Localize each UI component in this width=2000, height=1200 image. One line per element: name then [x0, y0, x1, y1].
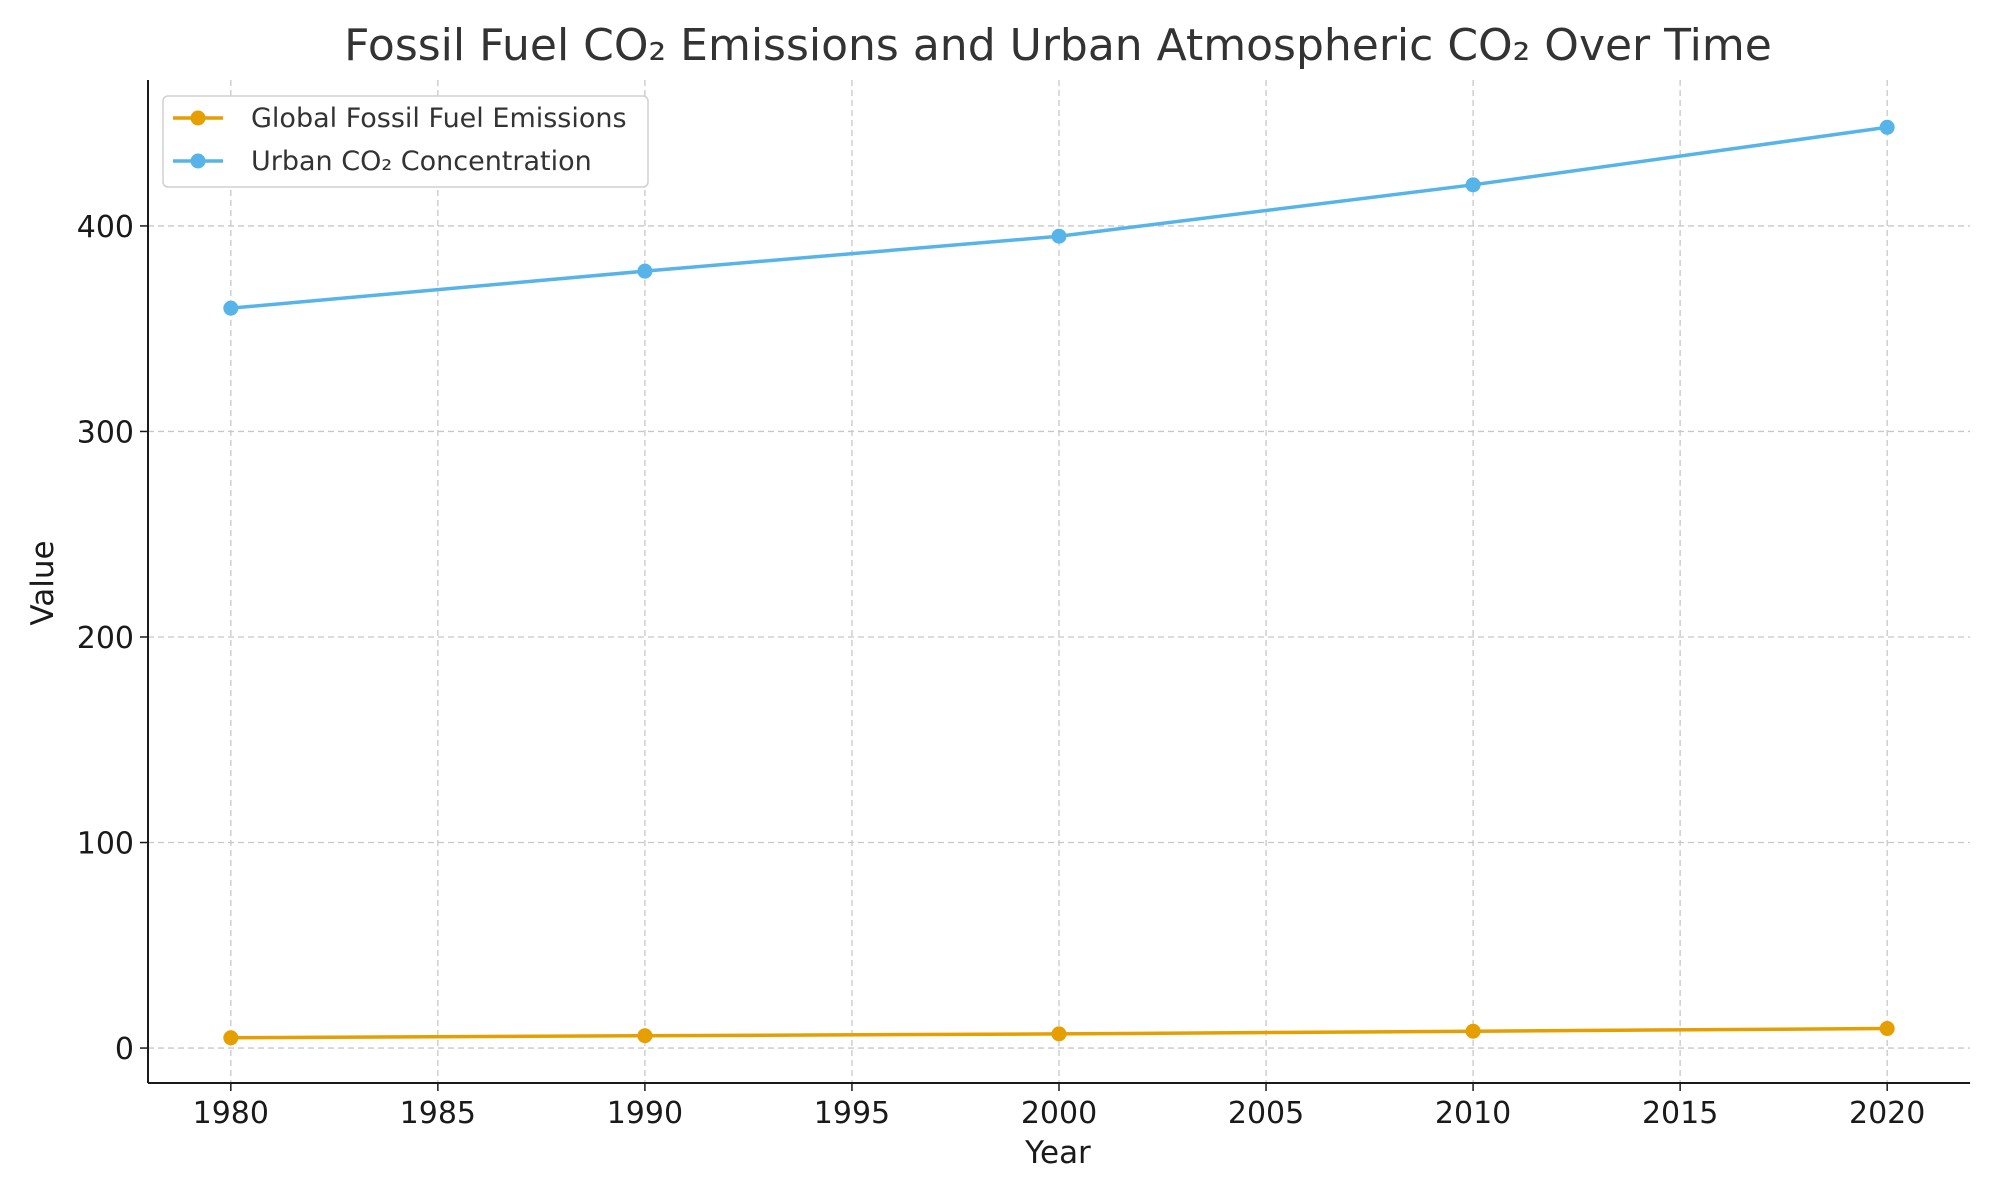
- data-point: [1051, 228, 1067, 244]
- legend-label: Urban CO₂ Concentration: [251, 146, 592, 177]
- legend-label: Global Fossil Fuel Emissions: [251, 103, 627, 134]
- legend: Global Fossil Fuel Emissions Urban CO₂ Co…: [162, 95, 649, 188]
- legend-swatch-marker: [190, 110, 206, 126]
- data-point: [223, 1030, 239, 1046]
- y-tick-label: 0: [115, 1032, 134, 1067]
- x-tick-label: 2005: [1228, 1096, 1304, 1131]
- data-point: [1879, 119, 1895, 135]
- y-tick-label: 400: [77, 210, 134, 245]
- chart-title: Fossil Fuel CO₂ Emissions and Urban Atmo…: [344, 20, 1772, 71]
- legend-box: [162, 95, 649, 188]
- x-tick-label: 2000: [1021, 1096, 1097, 1131]
- x-axis-label: Year: [1024, 1135, 1091, 1171]
- x-tick-label: 1980: [193, 1096, 269, 1131]
- data-point: [637, 1028, 653, 1044]
- x-tick-label: 2015: [1642, 1096, 1718, 1131]
- data-point: [223, 300, 239, 316]
- grid-lines: [148, 80, 1970, 1083]
- y-axis-label: Value: [25, 540, 61, 625]
- x-tick-label: 1985: [400, 1096, 476, 1131]
- x-tick-label: 2020: [1849, 1096, 1925, 1131]
- y-tick-label: 100: [77, 827, 134, 862]
- data-point: [637, 263, 653, 279]
- axes: 1980 1985 1990 1995 2000 2005 2010 2015 2020 0 100…: [77, 80, 1970, 1131]
- data-point: [1051, 1026, 1067, 1042]
- data-point: [1465, 1023, 1481, 1039]
- data-point: [1879, 1021, 1895, 1037]
- x-tick-label: 2010: [1435, 1096, 1511, 1131]
- data-point: [1465, 177, 1481, 193]
- y-tick-label: 300: [77, 415, 134, 450]
- x-tick-label: 1995: [814, 1096, 890, 1131]
- x-tick-label: 1990: [607, 1096, 683, 1131]
- y-tick-label: 200: [77, 621, 134, 656]
- series-layer: [223, 119, 1895, 1046]
- legend-swatch-marker: [190, 153, 206, 169]
